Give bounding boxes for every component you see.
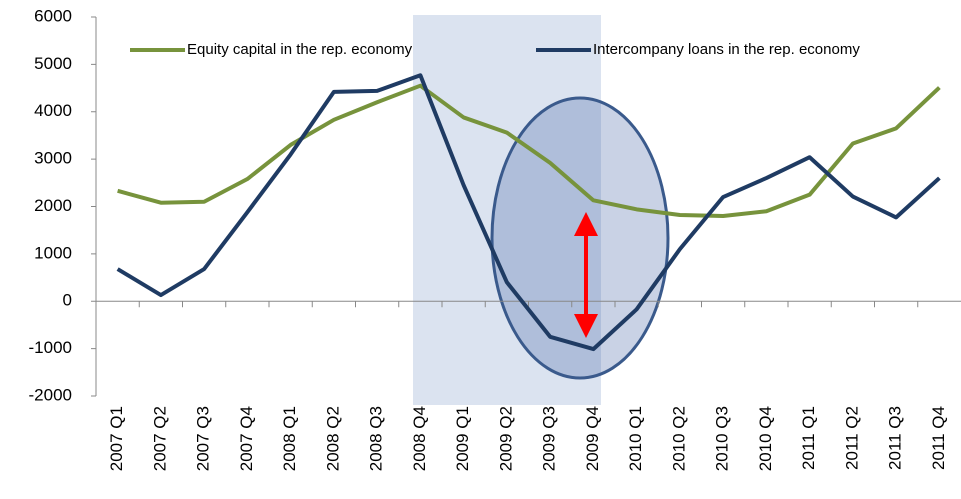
x-tick-label: 2007 Q1 [107,406,126,471]
y-tick-label: 2000 [34,196,72,215]
x-tick-label: 2011 Q3 [886,406,905,470]
legend-label: Intercompany loans in the rep. economy [593,41,860,58]
highlight-ellipse [490,96,670,380]
x-tick-label: 2010 Q3 [713,406,732,471]
y-tick-label: 4000 [34,101,72,120]
y-tick-label: 6000 [34,6,72,25]
y-tick-label: 3000 [34,149,72,168]
x-tick-label: 2010 Q4 [756,406,775,471]
highlight-period [413,15,601,405]
x-tick-label: 2009 Q2 [496,406,515,471]
plot: -2000 -1000 0 1000 2000 3000 4000 5000 6000 2007 … [29,6,961,471]
y-tick-label: 1000 [34,243,72,262]
x-tick-label: 2007 Q3 [194,406,213,471]
x-tick-label: 2008 Q1 [280,406,299,471]
x-tick-label: 2008 Q4 [410,406,429,471]
data-line [117,83,941,218]
y-tick-label: -1000 [29,338,72,357]
x-tick-label: 2011 Q2 [842,406,861,470]
y-tick-label: 5000 [34,54,72,73]
red-arrow [574,212,598,338]
x-tick-label: 2008 Q2 [323,406,342,471]
x-tick-label: 2008 Q3 [367,406,386,471]
x-tick-label: 2011 Q4 [929,406,948,470]
x-tick-label: 2010 Q2 [669,406,688,471]
data-line [116,73,941,352]
x-tick-label: 2009 Q1 [453,406,472,471]
x-tick-label: 2009 Q4 [583,406,602,471]
x-tick-label: 2007 Q2 [150,406,169,471]
x-tick-label: 2011 Q1 [799,406,818,470]
legend-label: Equity capital in the rep. economy [187,41,413,58]
y-tick-label: 0 [63,291,72,310]
x-tick-label: 2010 Q1 [626,406,645,471]
x-tick-label: 2007 Q4 [237,406,256,471]
y-tick-label: -2000 [29,385,72,404]
x-tick-label: 2009 Q3 [540,406,559,471]
